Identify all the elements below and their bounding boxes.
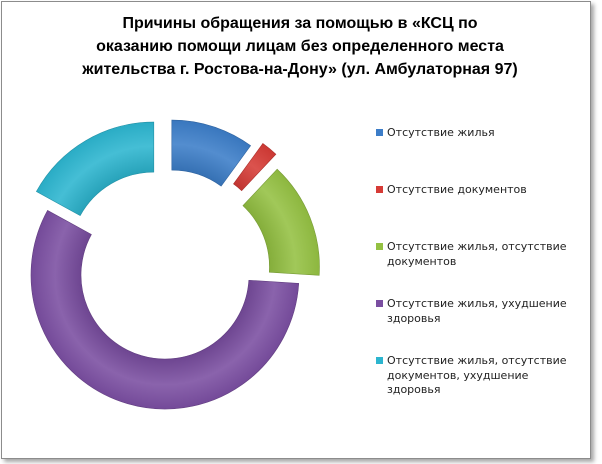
legend-label: Отсутствие жилья [387, 126, 577, 141]
legend-label-line: Отсутствие жилья, ухудшение [387, 297, 567, 310]
slice-no-documents [233, 143, 277, 192]
doughnut-slices [30, 119, 320, 410]
legend-swatch [376, 300, 383, 307]
slice-no-housing-documents-health [35, 121, 155, 217]
chart-title-line-1: Причины обращения за помощью в «КСЦ по [122, 15, 478, 32]
legend-swatch [376, 357, 383, 364]
legend-swatch [376, 129, 383, 136]
slice-no-housing-no-documents [242, 168, 320, 276]
chart-title-line-3: жительства г. Ростова-на-Дону» (ул. Амбу… [82, 61, 518, 78]
legend-label-line: здоровья [387, 311, 441, 325]
legend-label-line: документов [387, 254, 457, 268]
legend-label-line: Отсутствие жилья [387, 126, 495, 139]
legend-swatch [376, 243, 383, 250]
chart-title: Причины обращения за помощью в «КСЦ по о… [40, 12, 560, 81]
legend-label: Отсутствие жилья, ухудшение здоровья [387, 297, 577, 326]
legend-label: Отсутствие жилья, отсутствие документов [387, 240, 577, 269]
legend-label: Отсутствие документов [387, 183, 577, 198]
legend-label-line: документов, ухудшение [387, 368, 529, 382]
legend-label: Отсутствие жилья, отсутствие документов, … [387, 354, 577, 398]
legend-label-line: Отсутствие жилья, отсутствие [387, 240, 567, 253]
legend-swatch [376, 186, 383, 193]
legend-label-line: Отсутствие документов [387, 183, 527, 196]
slice-no-housing-health [30, 210, 300, 410]
legend-label-line: здоровья [387, 383, 441, 396]
chart-title-line-2: оказанию помощи лицам без определенного … [96, 38, 504, 55]
slice-no-housing [171, 119, 251, 187]
legend-label-line: Отсутствие жилья, отсутствие [387, 354, 567, 367]
